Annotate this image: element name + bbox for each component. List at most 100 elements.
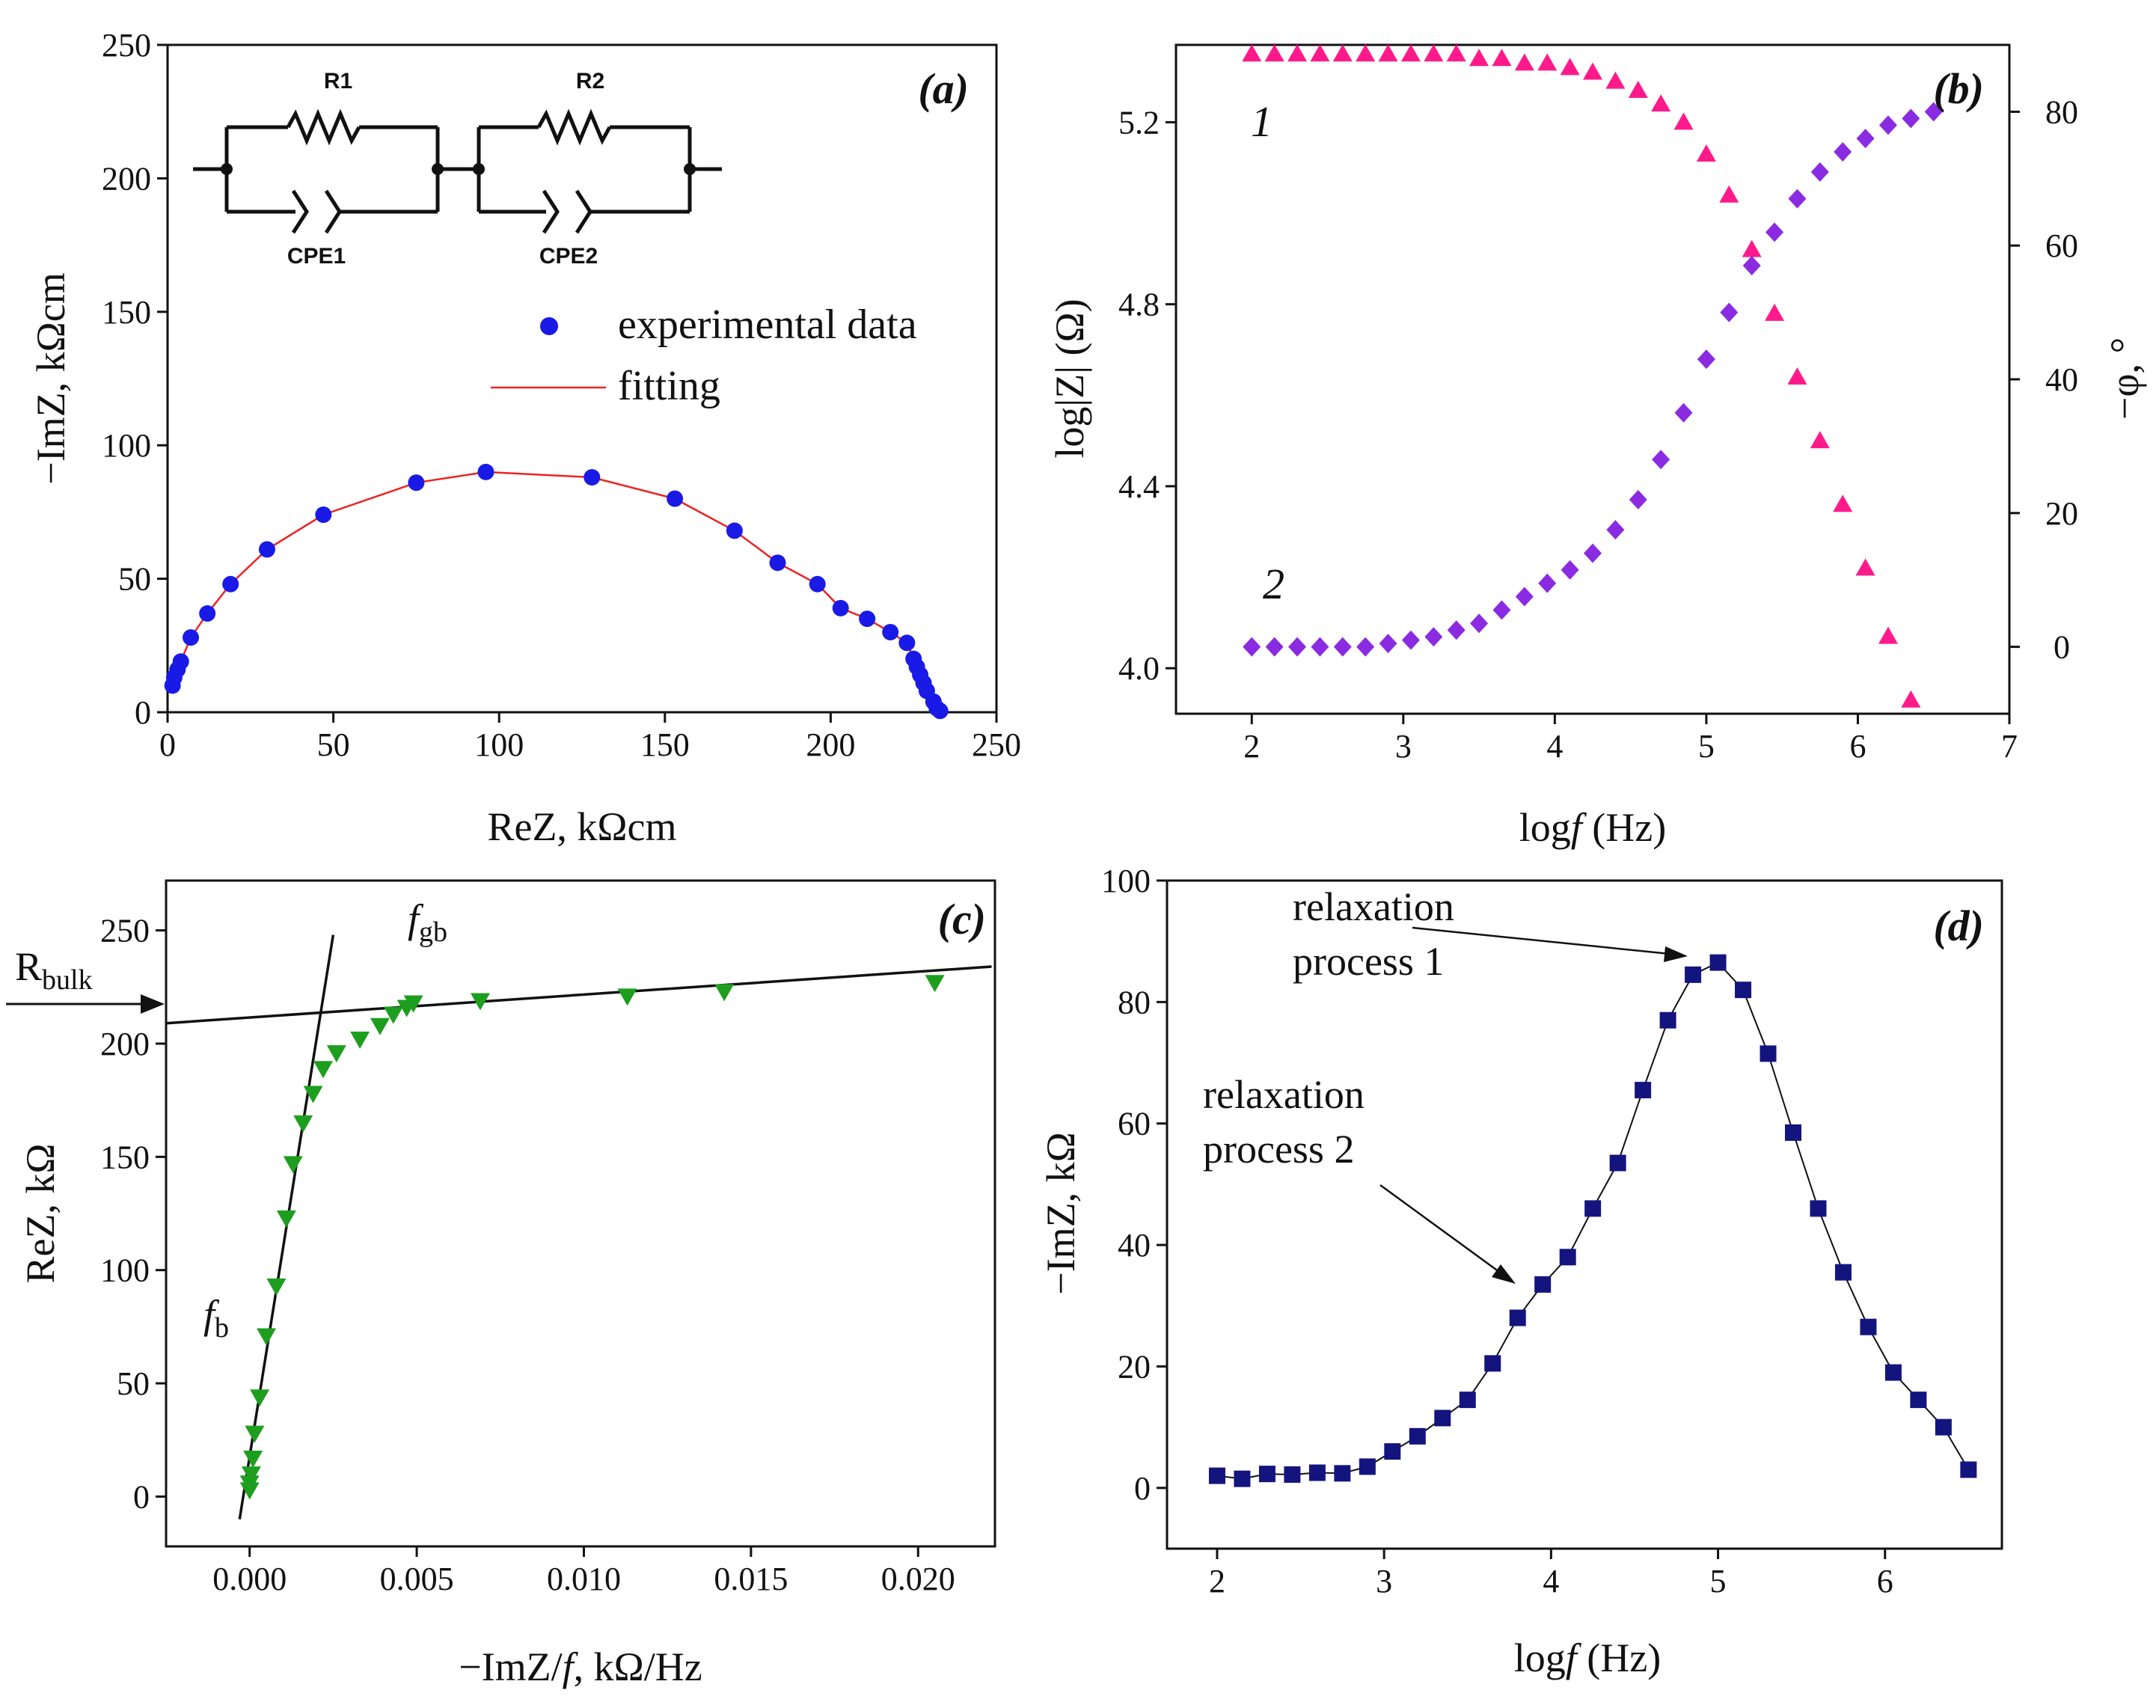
b-ytick-right-label: 80 <box>2045 94 2078 130</box>
curve-1-point <box>1400 44 1421 62</box>
b-ytick-label: 5.2 <box>1118 104 1160 141</box>
panel-d-point <box>1735 982 1752 999</box>
b-ytick-right-label: 40 <box>2045 361 2078 398</box>
panel-d-point <box>1609 1154 1626 1172</box>
panel-b-xlabel: logf (Hz) <box>1519 805 1666 850</box>
r2-label: R2 <box>576 69 604 94</box>
experimental-point <box>898 634 916 652</box>
panel-c-point <box>303 1086 323 1104</box>
d-ytick-label: 0 <box>1134 1470 1151 1507</box>
curve-1-point <box>1446 44 1466 62</box>
curve-2-point <box>1924 102 1943 122</box>
panel-d-xlabel: logf (Hz) <box>1514 1635 1661 1680</box>
experimental-point <box>258 541 275 558</box>
d-xtick-label: 4 <box>1543 1563 1559 1600</box>
panel-d-point <box>1409 1427 1426 1445</box>
curve-2-point <box>1424 627 1443 647</box>
curve-2-point <box>1788 189 1807 209</box>
curve-2-point <box>1311 637 1329 657</box>
panel-c-frame <box>165 879 996 1548</box>
panel-d-point <box>1960 1461 1977 1478</box>
curve-1-point <box>1901 690 1921 708</box>
curve-1-point <box>1878 626 1898 644</box>
b-ytick-right-label: 0 <box>2054 629 2070 666</box>
curve-1-point <box>1628 80 1648 98</box>
panel-a-frame <box>166 43 998 714</box>
a-ytick-label: 100 <box>102 427 151 464</box>
curve-1-point <box>1787 367 1807 385</box>
curve-2-point <box>1492 600 1511 620</box>
panel-b-data-points <box>1242 44 1943 708</box>
curve-1-point <box>1264 44 1284 62</box>
b-ytick-label: 4.8 <box>1118 287 1160 323</box>
curve-2-point <box>1878 115 1897 135</box>
d-ytick-label: 20 <box>1118 1348 1151 1385</box>
curve-1-point <box>1287 44 1308 62</box>
experimental-point <box>183 629 200 646</box>
panel-d-point <box>1258 1466 1275 1483</box>
panel-d-point <box>1308 1464 1326 1481</box>
curve-2-point <box>1834 142 1852 162</box>
curve-1-point <box>1696 144 1716 162</box>
curve-2-point <box>1856 129 1875 149</box>
b-ytick-right-label: 60 <box>2045 227 2078 264</box>
d-xtick-label: 3 <box>1376 1563 1392 1600</box>
panel-c-point <box>243 1450 263 1468</box>
legend-fitting-label: fitting <box>618 363 720 409</box>
d-ytick-label: 80 <box>1118 984 1151 1020</box>
experimental-point <box>584 469 601 486</box>
panel-d-point <box>1434 1409 1451 1427</box>
b-xtick-label: 4 <box>1546 728 1563 765</box>
experimental-point <box>769 554 786 572</box>
c-xtick-label: 0.015 <box>714 1561 788 1597</box>
relaxation-2-arrowhead <box>1492 1264 1516 1284</box>
panel-d-point <box>1884 1364 1902 1381</box>
panel-d-point <box>1659 1011 1676 1029</box>
c-ytick-label: 0 <box>133 1478 150 1515</box>
d-ytick-label: 40 <box>1118 1227 1151 1264</box>
c-xtick-label: 0.020 <box>881 1561 955 1597</box>
c-xtick-label: 0.000 <box>212 1561 287 1597</box>
a-xtick-label: 200 <box>806 726 855 763</box>
panel-d-point <box>1860 1318 1877 1335</box>
legend-experimental-label: experimental data <box>618 301 917 348</box>
curve-2-point <box>1515 587 1534 607</box>
experimental-point <box>164 677 181 694</box>
panel-a-xlabel: ReZ, kΩcm <box>487 804 676 849</box>
panel-c-point <box>266 1278 287 1296</box>
curve-1-point <box>1514 53 1534 71</box>
panel-c-point <box>350 1031 370 1049</box>
curve-2-point <box>1288 637 1307 657</box>
panel-c-xlabel: −ImZ/f, kΩ/Hz <box>459 1644 702 1689</box>
cpe2-label: CPE2 <box>539 244 598 269</box>
panel-d-ylabel: −ImZ, kΩ <box>1038 1132 1083 1295</box>
curve-1-point <box>1719 185 1739 203</box>
curve-1-point <box>1810 431 1830 449</box>
panel-c: 0.000 0.005 0.010 0.015 0.020 0 50 100 150 200 250… <box>6 879 996 1689</box>
cpe1-element <box>291 189 309 234</box>
panel-b-ylabel-left: log|Z| (Ω) <box>1047 299 1092 458</box>
relaxation-2-line2: process 2 <box>1203 1127 1354 1172</box>
panel-a-label: (a) <box>918 64 969 113</box>
curve-2-point <box>1902 108 1920 129</box>
a-ytick-label: 0 <box>135 694 151 731</box>
b-xtick-label: 7 <box>2001 728 2018 765</box>
panel-d-point <box>1284 1466 1301 1483</box>
a-ytick-label: 150 <box>102 294 151 331</box>
a-ytick-label: 50 <box>118 561 151 598</box>
panel-d-point <box>1910 1392 1927 1409</box>
experimental-point <box>667 490 684 507</box>
panel-d-point <box>1584 1200 1602 1217</box>
curve-2-point <box>1810 162 1829 182</box>
curve-2-point <box>1447 620 1466 640</box>
curve-1-point <box>1332 44 1353 62</box>
panel-d-point <box>1709 954 1727 971</box>
panel-c-point <box>283 1156 303 1174</box>
fgb-fit-line <box>165 965 992 1025</box>
curve-1-point <box>1560 58 1580 76</box>
experimental-point <box>199 604 216 622</box>
curve-1-point <box>1310 44 1330 62</box>
curve-2-point <box>1538 573 1557 593</box>
cpe1-label: CPE1 <box>287 244 346 269</box>
